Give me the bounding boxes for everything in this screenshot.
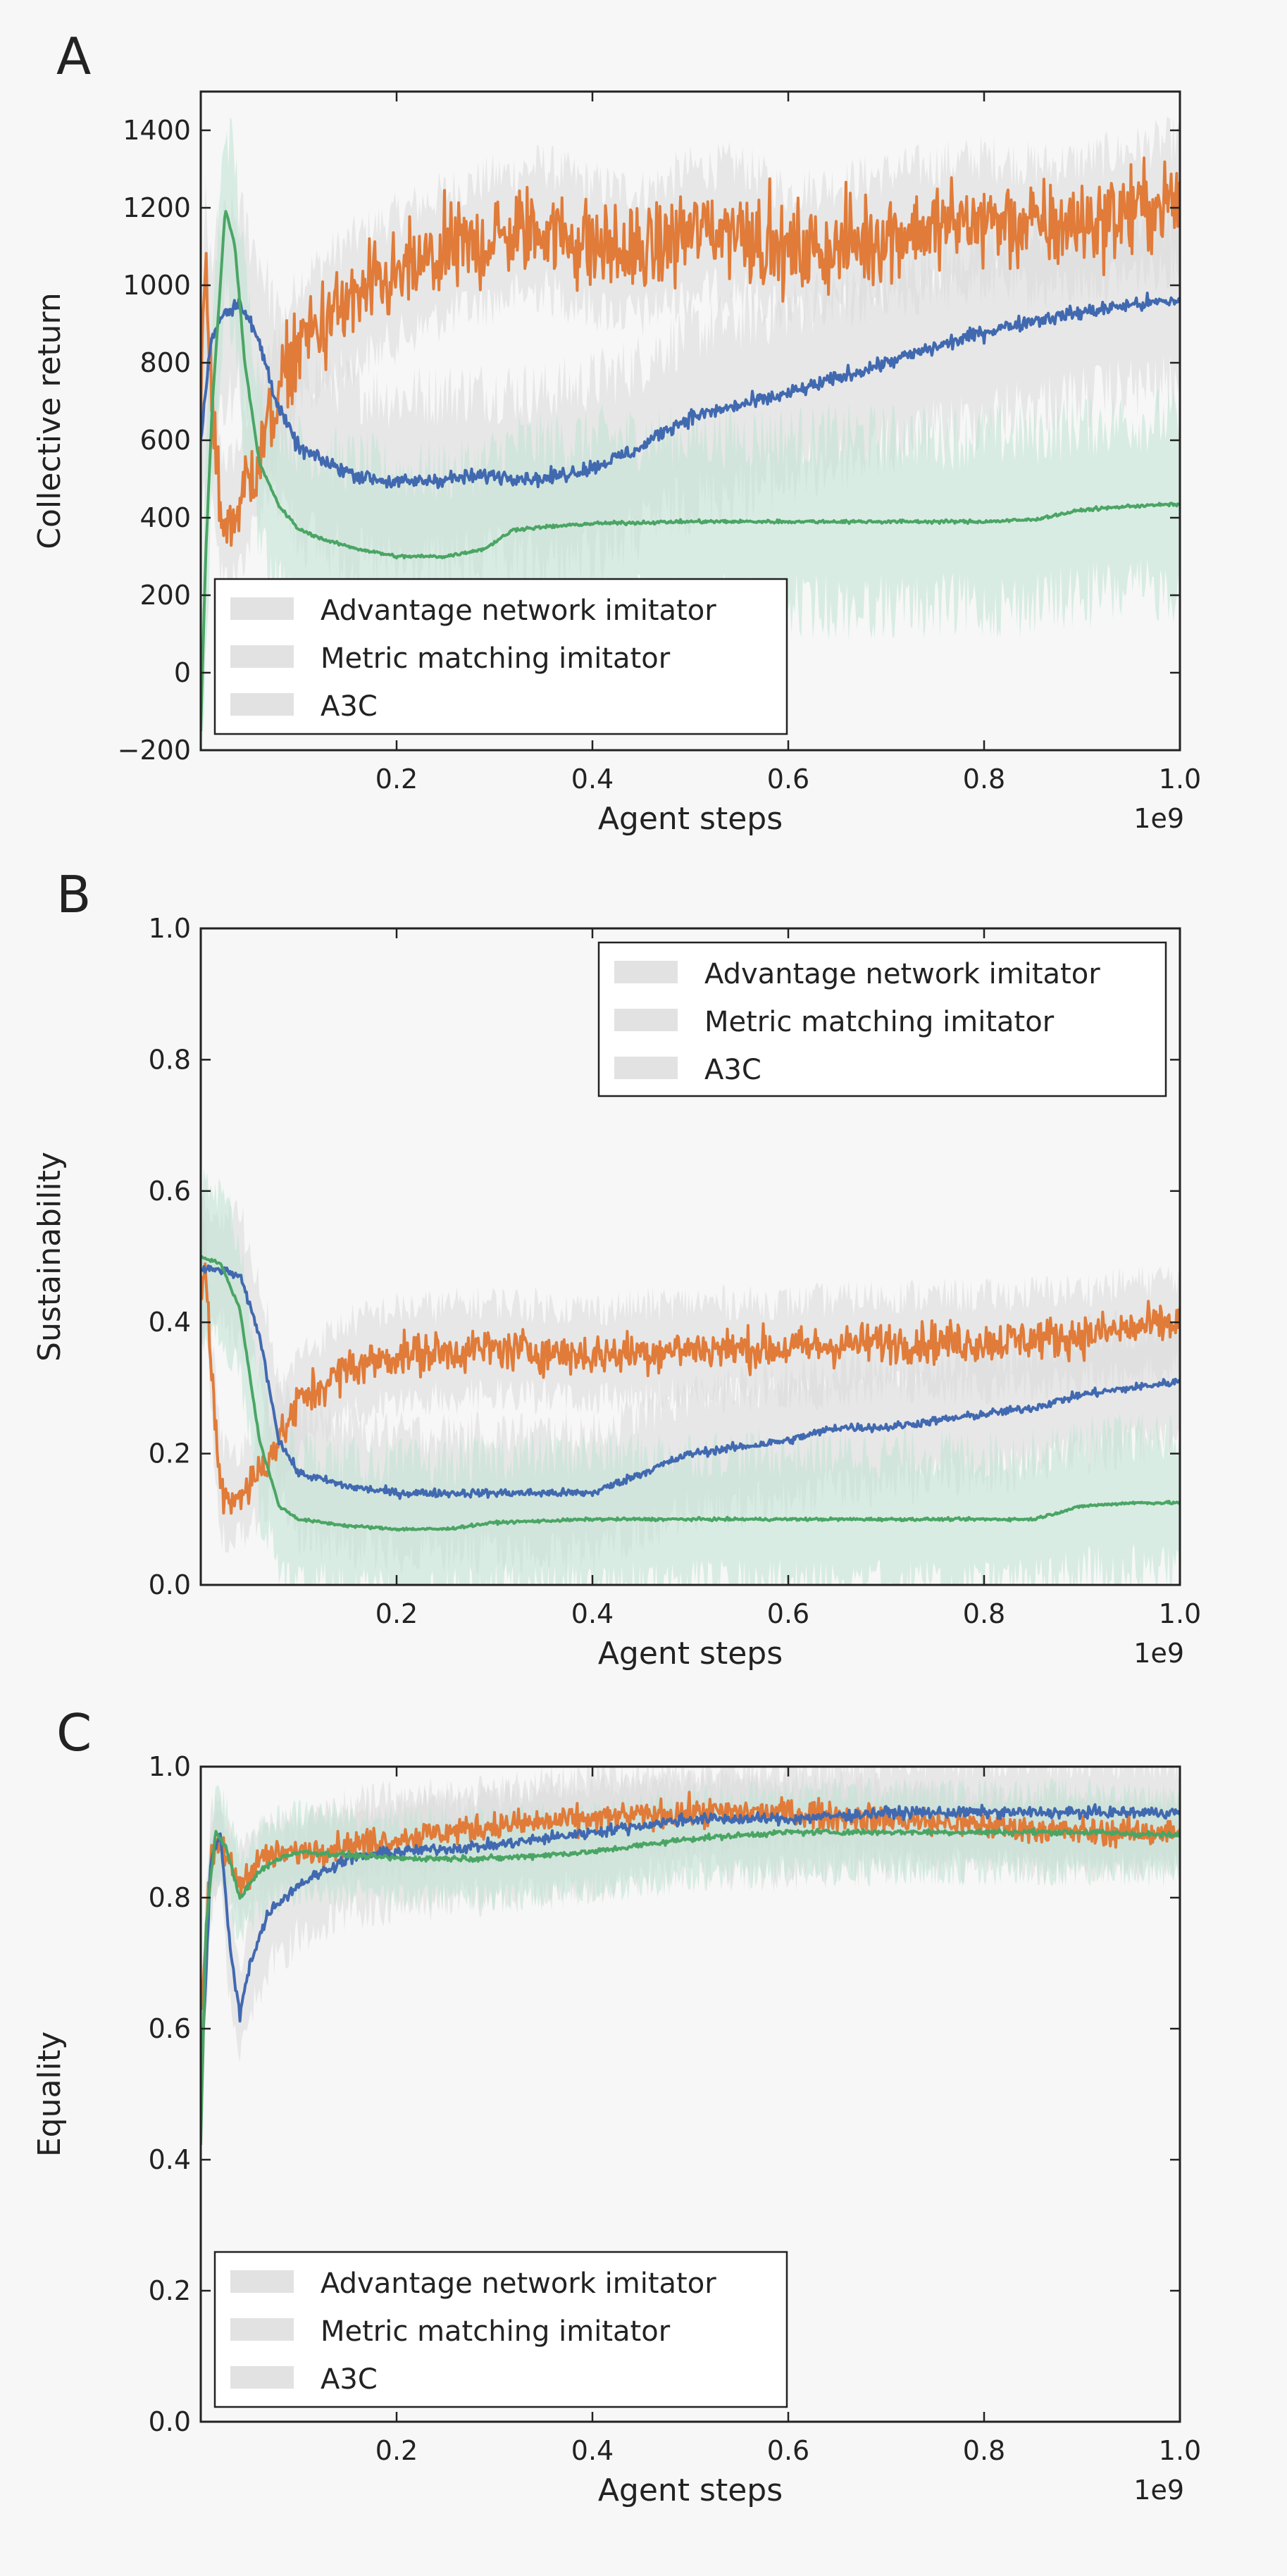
x-tick-label: 0.8 <box>963 1598 1005 1629</box>
plot-layer <box>201 1767 1180 2196</box>
x-tick-label: 1.0 <box>1159 2435 1201 2466</box>
series-line-2 <box>201 1827 1180 2146</box>
legend-swatch <box>614 961 678 983</box>
panel-letter: A <box>56 27 91 86</box>
y-tick-label: 0.4 <box>149 2144 191 2175</box>
x-tick-label: 0.6 <box>767 764 809 795</box>
legend-swatch <box>614 1009 678 1031</box>
y-tick-label: 800 <box>139 347 191 378</box>
y-axis-label: Equality <box>32 2031 68 2157</box>
y-tick-label: 0.8 <box>149 1882 191 1913</box>
series-band-0 <box>201 1214 1180 1553</box>
x-axis-label: Agent steps <box>598 2472 783 2508</box>
axes-frame <box>199 90 1181 752</box>
y-tick-label: 400 <box>139 502 191 533</box>
x-tick-label: 1.0 <box>1159 764 1201 795</box>
series-band-2 <box>201 1168 1180 1585</box>
legend: Advantage network imitator Metric matchin… <box>213 2251 788 2408</box>
y-tick-label: 1.0 <box>149 913 191 944</box>
legend-entry-label: Metric matching imitator <box>321 2315 671 2348</box>
y-tick-label: 0.0 <box>149 1569 191 1600</box>
legend-swatch <box>230 693 294 716</box>
x-tick-label: 0.4 <box>571 1598 614 1629</box>
x-tick-label: 0.6 <box>767 1598 809 1629</box>
series-line-2 <box>201 1255 1180 1532</box>
legend-box <box>597 941 1167 1097</box>
x-offset-label: 1e9 <box>1133 2475 1184 2506</box>
legend-entry-label: A3C <box>321 690 378 723</box>
legend-entry-label: Advantage network imitator <box>704 958 1100 990</box>
y-tick-label: 1.0 <box>149 1751 191 1782</box>
y-tick-label: 0 <box>174 657 191 688</box>
axes-frame <box>199 927 1181 1586</box>
legend-entry-label: Advantage network imitator <box>321 2267 716 2300</box>
y-tick-label: 1400 <box>123 115 191 146</box>
panel-c: C 0.2 0.4 0.6 0.8 1.0 0.0 0.2 0.4 0.6 0.8 1.0 1e9 Age… <box>32 1703 1201 2508</box>
y-tick-label: −200 <box>118 735 191 766</box>
y-tick-label: 1200 <box>123 192 191 223</box>
series-line-2 <box>201 210 1180 732</box>
x-axis-label: Agent steps <box>598 1636 783 1672</box>
y-tick-label: 0.0 <box>149 2406 191 2437</box>
x-tick-label: 0.6 <box>767 2435 809 2466</box>
series-line-1 <box>201 292 1180 490</box>
x-tick-label: 0.2 <box>375 2435 418 2466</box>
legend-swatch <box>614 1057 678 1079</box>
x-offset-label: 1e9 <box>1133 803 1184 834</box>
y-tick-label: 200 <box>139 580 191 611</box>
panel-letter: B <box>56 865 91 924</box>
y-tick-label: 0.6 <box>149 2013 191 2044</box>
legend: Advantage network imitator Metric matchin… <box>213 578 788 735</box>
x-tick-label: 0.4 <box>571 2435 614 2466</box>
x-tick-label: 1.0 <box>1159 1598 1201 1629</box>
legend-entry-label: A3C <box>321 2363 378 2396</box>
series-line-0 <box>201 156 1180 547</box>
legend-swatch <box>230 2366 294 2389</box>
y-tick-label: 0.8 <box>149 1044 191 1075</box>
axes-frame <box>199 1765 1181 2423</box>
y-tick-label: 0.2 <box>149 2275 191 2306</box>
legend-entry-label: A3C <box>704 1054 761 1086</box>
legend-entry-label: Metric matching imitator <box>704 1006 1055 1038</box>
series-line-1 <box>201 1264 1180 1500</box>
x-tick-label: 0.8 <box>963 2435 1005 2466</box>
y-tick-label: 0.2 <box>149 1438 191 1469</box>
y-axis-label: Collective return <box>32 292 68 549</box>
legend-box <box>213 578 788 735</box>
y-axis-label: Sustainability <box>32 1152 68 1362</box>
plot-layer <box>201 1168 1180 1585</box>
legend: Advantage network imitator Metric matchin… <box>597 941 1167 1097</box>
legend-entry-label: Metric matching imitator <box>321 642 671 675</box>
y-tick-label: 600 <box>139 425 191 456</box>
x-tick-label: 0.8 <box>963 764 1005 795</box>
x-tick-label: 0.2 <box>375 1598 418 1629</box>
x-tick-label: 0.4 <box>571 764 614 795</box>
legend-entry-label: Advantage network imitator <box>321 595 716 627</box>
legend-swatch <box>230 597 294 620</box>
panel-b: B 0.2 0.4 0.6 0.8 1.0 0.0 0.2 0.4 0.6 0.8 1.0 1e9 Age… <box>32 865 1201 1672</box>
x-offset-label: 1e9 <box>1133 1638 1184 1669</box>
legend-box <box>213 2251 788 2408</box>
panel-letter: C <box>56 1703 92 1762</box>
legend-swatch <box>230 2270 294 2293</box>
series-band-2 <box>201 1777 1180 2196</box>
x-axis-label: Agent steps <box>598 801 783 837</box>
x-tick-label: 0.2 <box>375 764 418 795</box>
legend-swatch <box>230 2318 294 2341</box>
series-line-0 <box>201 1262 1180 1515</box>
y-tick-label: 1000 <box>123 270 191 301</box>
y-tick-label: 0.4 <box>149 1307 191 1338</box>
legend-swatch <box>230 645 294 668</box>
panel-a: A 0.2 0.4 0.6 0.8 1.0 −200 0 200 400 600 800 1000 120… <box>32 27 1201 837</box>
y-tick-label: 0.6 <box>149 1176 191 1207</box>
